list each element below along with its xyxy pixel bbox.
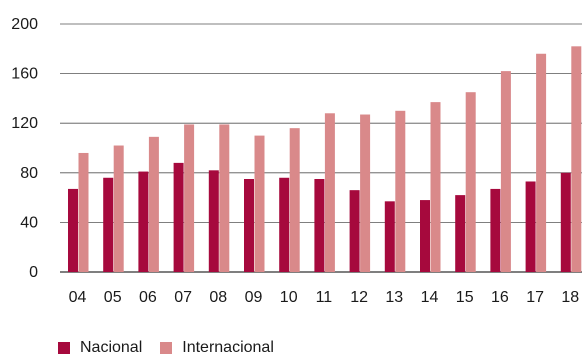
y-tick-label: 80 <box>20 165 38 182</box>
bar-nacional-05 <box>103 177 114 272</box>
bar-internacional-12 <box>360 114 371 273</box>
bar-nacional-04 <box>68 188 78 272</box>
y-tick-label: 120 <box>11 115 38 132</box>
x-tick-label: 09 <box>245 289 263 306</box>
x-tick-label: 07 <box>174 289 192 306</box>
bar-nacional-18 <box>560 172 571 272</box>
bar-internacional-18 <box>571 46 582 272</box>
x-tick-label: 06 <box>139 289 157 306</box>
bar-nacional-15 <box>455 195 466 272</box>
bar-internacional-17 <box>536 53 547 273</box>
bar-nacional-14 <box>420 200 430 272</box>
legend-item-nacional: Nacional <box>58 339 142 357</box>
y-tick-label: 200 <box>11 16 38 33</box>
bar-internacional-14 <box>430 102 441 273</box>
bar-internacional-05 <box>113 145 124 272</box>
bar-nacional-13 <box>384 201 395 272</box>
bars <box>68 46 582 273</box>
x-tick-label: 08 <box>209 289 227 306</box>
x-tick-label: 14 <box>421 289 439 306</box>
x-tick-label: 16 <box>491 289 509 306</box>
bar-internacional-13 <box>395 110 406 272</box>
x-tick-label: 12 <box>350 289 368 306</box>
bar-nacional-11 <box>314 179 325 272</box>
legend: Nacional Internacional <box>58 339 292 357</box>
legend-swatch-internacional <box>160 342 173 354</box>
bar-internacional-10 <box>289 128 300 272</box>
bar-nacional-08 <box>208 170 219 272</box>
bar-internacional-06 <box>148 136 159 272</box>
bar-internacional-09 <box>254 135 265 272</box>
bar-nacional-16 <box>490 188 501 272</box>
x-tick-label: 05 <box>104 289 122 306</box>
x-tick-label: 11 <box>316 289 333 306</box>
bar-internacional-07 <box>184 124 195 272</box>
x-tick-label: 17 <box>526 289 544 306</box>
y-tick-label: 160 <box>11 66 38 83</box>
legend-swatch-nacional <box>58 342 70 354</box>
bar-nacional-12 <box>349 190 360 272</box>
bar-nacional-17 <box>525 181 536 272</box>
legend-item-internacional: Internacional <box>160 339 274 357</box>
bar-nacional-09 <box>244 179 254 272</box>
bar-nacional-06 <box>138 171 149 272</box>
x-tick-label: 04 <box>69 289 87 306</box>
bar-internacional-11 <box>324 113 335 272</box>
bar-internacional-16 <box>500 71 511 273</box>
y-axis-ticks: 0 40 80 120 160 200 <box>11 16 38 281</box>
x-axis-ticks: 04 05 06 07 08 09 10 11 12 13 14 15 16 17 18 <box>69 289 580 306</box>
x-tick-label: 15 <box>456 289 474 306</box>
bar-internacional-04 <box>78 152 89 272</box>
bar-nacional-07 <box>173 162 184 272</box>
x-tick-label: 10 <box>280 289 298 306</box>
bar-internacional-15 <box>465 92 476 272</box>
legend-label-internacional: Internacional <box>182 339 274 356</box>
x-tick-label: 13 <box>385 289 403 306</box>
y-tick-label: 0 <box>29 264 38 281</box>
bar-nacional-10 <box>279 177 290 272</box>
bar-internacional-08 <box>219 124 230 272</box>
x-tick-label: 18 <box>561 289 579 306</box>
legend-label-nacional: Nacional <box>80 339 143 356</box>
y-tick-label: 40 <box>20 214 38 231</box>
